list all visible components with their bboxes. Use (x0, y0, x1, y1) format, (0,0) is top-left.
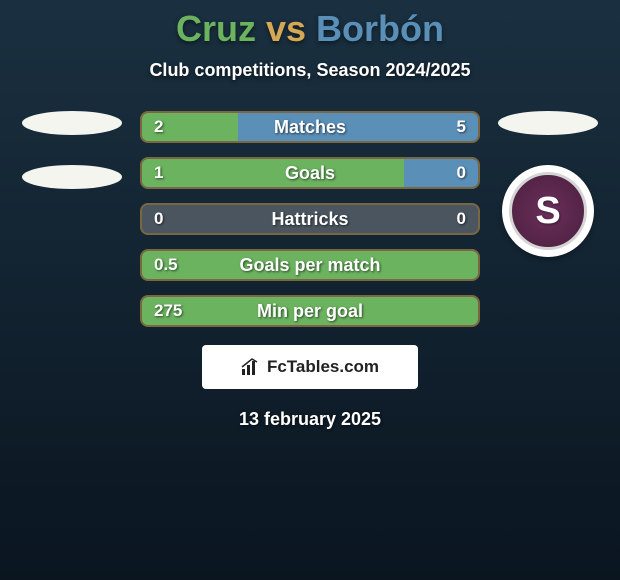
source-badge[interactable]: FcTables.com (202, 345, 418, 389)
bar-label: Goals (142, 163, 478, 184)
bar-value-right: 0 (457, 163, 466, 183)
title-vs: vs (266, 8, 306, 49)
left-ellipse-2 (22, 165, 122, 189)
stat-bar: 0Hattricks0 (140, 203, 480, 235)
stat-bar: 1Goals0 (140, 157, 480, 189)
bar-value-right: 5 (457, 117, 466, 137)
source-badge-text: FcTables.com (267, 357, 379, 377)
bar-label: Matches (142, 117, 478, 138)
player-left-name: Cruz (176, 8, 256, 49)
right-column: S (498, 111, 598, 257)
bar-value-right: 0 (457, 209, 466, 229)
subtitle: Club competitions, Season 2024/2025 (0, 60, 620, 81)
date-text: 13 february 2025 (0, 409, 620, 430)
right-ellipse-1 (498, 111, 598, 135)
bar-label: Goals per match (142, 255, 478, 276)
bar-label: Hattricks (142, 209, 478, 230)
stat-bar: 0.5Goals per match (140, 249, 480, 281)
club-badge-inner: S (509, 172, 587, 250)
stat-bar: 2Matches5 (140, 111, 480, 143)
chart-icon (241, 357, 261, 377)
stats-area: 2Matches51Goals00Hattricks00.5Goals per … (0, 111, 620, 327)
bar-label: Min per goal (142, 301, 478, 322)
left-ellipse-1 (22, 111, 122, 135)
page-title: Cruz vs Borbón (0, 8, 620, 50)
bars-container: 2Matches51Goals00Hattricks00.5Goals per … (140, 111, 480, 327)
club-badge: S (502, 165, 594, 257)
player-right-name: Borbón (316, 8, 444, 49)
left-column (22, 111, 122, 189)
stat-bar: 275Min per goal (140, 295, 480, 327)
